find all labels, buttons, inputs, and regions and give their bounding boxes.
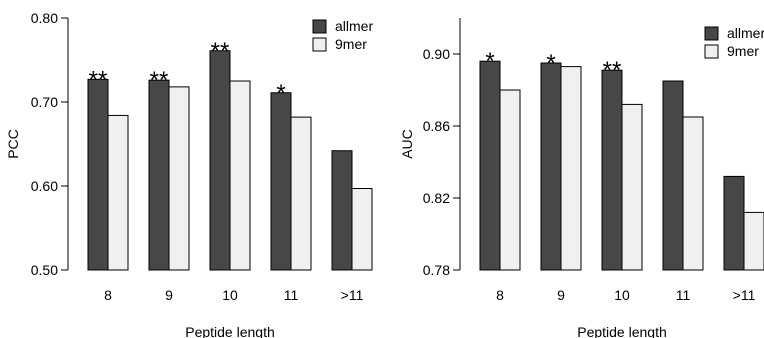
x-tick-label: >11	[341, 287, 364, 303]
y-tick-label: 0.80	[31, 10, 58, 26]
bar-allmer	[87, 78, 109, 271]
x-tick-label: 8	[496, 287, 504, 303]
legend-swatch-allmer	[704, 26, 719, 41]
x-tick-label: 8	[104, 287, 112, 303]
x-tick-label: 11	[676, 287, 691, 303]
y-axis-label: PCC	[5, 129, 21, 159]
bar-9mer	[560, 66, 582, 271]
bar-9mer	[290, 116, 312, 271]
bar-allmer	[209, 50, 231, 271]
x-tick-label: 10	[222, 287, 238, 303]
bar-9mer	[682, 116, 704, 271]
legend-label-9mer: 9mer	[335, 36, 367, 52]
y-axis-label: AUC	[399, 129, 415, 159]
chart-panel-pcc: 0.50 0.60 0.70 0.80 PCC 8 ** 9 ** 10 ** 11 * >11 Pepti…	[5, 10, 373, 338]
x-axis-label: Peptide length	[577, 324, 667, 338]
x-tick-label: 9	[557, 287, 565, 303]
bar-allmer	[479, 60, 501, 271]
bar-9mer	[621, 103, 643, 271]
legend-swatch-9mer	[312, 37, 327, 52]
bar-allmer	[148, 79, 170, 271]
significance-marker: **	[150, 67, 169, 94]
bar-allmer	[540, 62, 562, 271]
legend-label-allmer: allmer	[727, 25, 764, 41]
legend: allmer 9mer	[704, 25, 764, 59]
bar-9mer	[499, 89, 521, 271]
y-tick-label: 0.90	[423, 46, 450, 62]
significance-marker: **	[89, 66, 108, 93]
y-tick-label: 0.50	[31, 262, 58, 278]
x-tick-label: >11	[733, 287, 756, 303]
bar-9mer	[743, 211, 764, 271]
y-tick-label: 0.78	[423, 262, 450, 278]
chart-panel-auc: 0.78 0.82 0.86 0.90 AUC 8 * 9 * 10 ** 11 >11 Peptide …	[399, 18, 764, 338]
y-tick-label: 0.60	[31, 178, 58, 194]
bar-9mer	[351, 188, 373, 271]
y-tick-label: 0.82	[423, 190, 450, 206]
x-tick-label: 10	[614, 287, 630, 303]
legend: allmer 9mer	[312, 18, 373, 52]
bar-allmer	[331, 150, 353, 271]
x-axis-label: Peptide length	[185, 324, 275, 338]
significance-marker: *	[546, 50, 555, 77]
significance-marker: *	[276, 80, 285, 107]
legend-label-allmer: allmer	[335, 18, 373, 34]
y-tick-label: 0.86	[423, 118, 450, 134]
y-tick-label: 0.70	[31, 94, 58, 110]
significance-marker: *	[485, 48, 494, 75]
x-tick-label: 9	[165, 287, 173, 303]
legend-swatch-9mer	[704, 44, 719, 59]
legend-label-9mer: 9mer	[727, 43, 759, 59]
bar-allmer	[662, 80, 684, 271]
legend-swatch-allmer	[312, 19, 327, 34]
significance-marker: **	[603, 57, 622, 84]
bar-9mer	[168, 86, 190, 271]
x-tick-label: 11	[284, 287, 299, 303]
bar-allmer	[723, 175, 745, 271]
bar-9mer	[107, 114, 129, 271]
significance-marker: **	[211, 38, 230, 65]
bar-allmer	[270, 92, 292, 271]
bar-allmer	[601, 69, 623, 271]
bar-9mer	[229, 80, 251, 271]
